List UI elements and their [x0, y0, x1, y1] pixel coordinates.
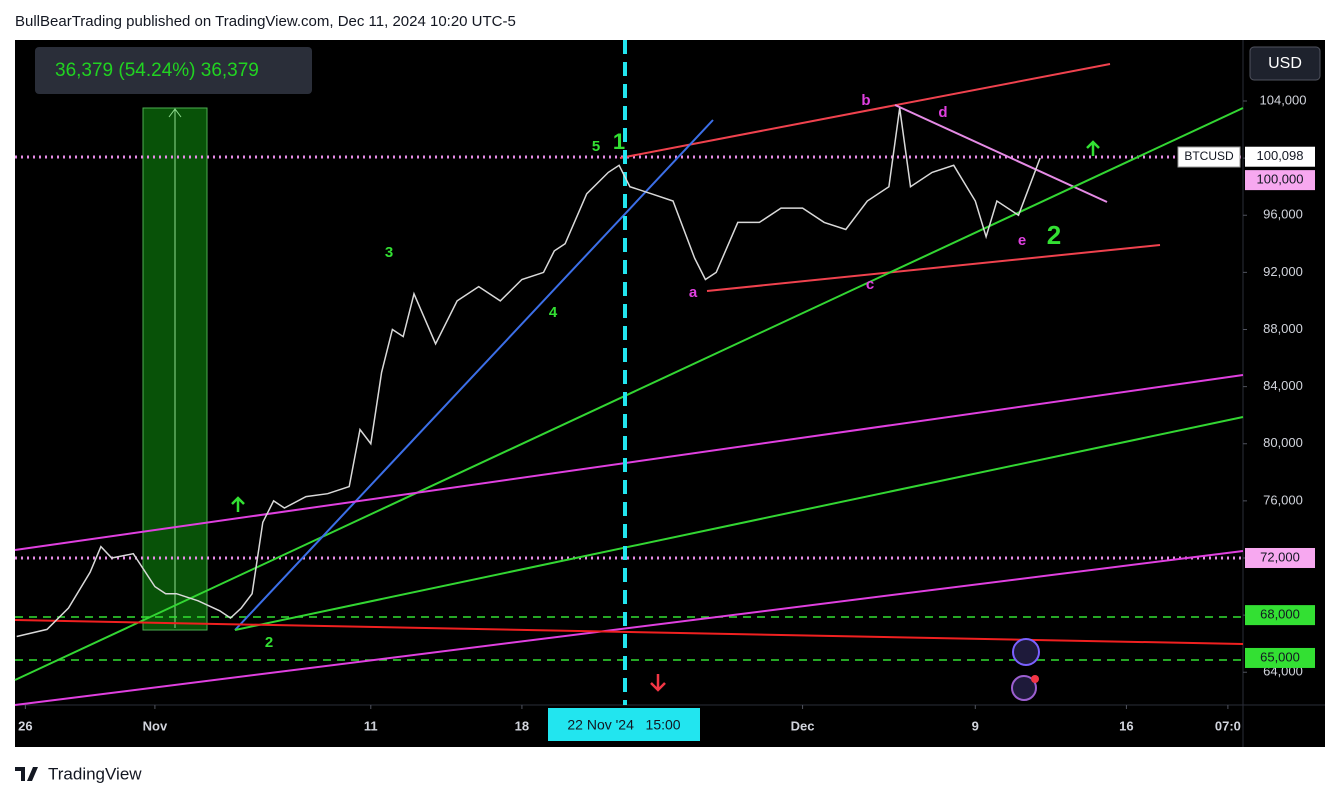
wave-label: b [861, 92, 870, 109]
wave-label: 1 [613, 129, 625, 154]
trendline [14, 107, 1244, 681]
price-label-box [1245, 170, 1315, 191]
trendline [234, 119, 714, 631]
trendline [14, 550, 1244, 706]
arrow-up [1086, 140, 1100, 156]
symbol: BTCUSD [1184, 149, 1234, 163]
logo [15, 767, 38, 781]
x-tick-label: Dec [791, 718, 815, 733]
trendline [234, 416, 1244, 631]
x-tick-label: Nov [143, 718, 168, 733]
icon-badge [1031, 675, 1039, 683]
icon-button[interactable] [1011, 675, 1037, 701]
y-tick-label: 96,000 [1263, 207, 1303, 222]
price-label: 100,000 [1257, 172, 1304, 187]
wave-label: 4 [549, 304, 558, 321]
y-tick-label: 92,000 [1263, 264, 1303, 279]
currency-button[interactable] [1249, 46, 1321, 81]
wave-label: 2 [1047, 220, 1061, 250]
crosshair-label-box [548, 708, 700, 741]
x-tick-label: 26 [18, 718, 32, 733]
wave-label: a [689, 284, 698, 301]
trendline [619, 63, 1111, 159]
x-tick-label: 16 [1119, 718, 1133, 733]
wave-label: d [938, 104, 947, 121]
x-tick-label: 9 [972, 718, 979, 733]
icon-button[interactable] [1012, 638, 1040, 666]
price-label: 68,000 [1260, 607, 1300, 622]
price-label-box [1245, 605, 1315, 626]
arrow-up [231, 496, 245, 512]
y-tick-label: 84,000 [1263, 378, 1303, 393]
measure-arrow-head [168, 108, 182, 118]
price-label: 72,000 [1260, 549, 1300, 564]
y-tick-label: 104,000 [1260, 92, 1307, 107]
price-label-box [1245, 647, 1315, 668]
x-tick-label: 11 [364, 718, 378, 733]
wave-label: e [1018, 232, 1026, 249]
y-tick-label: 80,000 [1263, 435, 1303, 450]
y-tick-label: 76,000 [1263, 492, 1303, 507]
wave-label: 2 [265, 634, 273, 651]
wave-label: 5 [592, 138, 600, 155]
header: BullBearTrading published on TradingView… [15, 13, 516, 30]
price-line [16, 107, 1041, 638]
x-tick-label: 07:0 [1215, 718, 1241, 733]
trendline [706, 244, 1161, 292]
trendline [14, 374, 1244, 551]
price-label-box [1245, 146, 1315, 167]
wave-label: 3 [385, 244, 393, 261]
price-label-box [1245, 547, 1315, 568]
y-tick-label: 88,000 [1263, 321, 1303, 336]
wave-label: c [866, 276, 874, 293]
price-label: 100,098 [1257, 148, 1304, 163]
measure-box [35, 47, 312, 94]
crosshair-label: 22 Nov '24 15:00 [567, 717, 680, 733]
price-label: 65,000 [1260, 649, 1300, 664]
measure-label: 36,379 (54.24%) 36,379 [55, 60, 259, 81]
trendline [894, 104, 1108, 203]
x-tick-label: 18 [515, 718, 529, 733]
currency[interactable]: USD [1268, 55, 1302, 72]
footer: TradingView [48, 764, 142, 783]
symbol-box [1177, 146, 1241, 168]
arrow-down [650, 674, 666, 692]
trendline [14, 619, 1244, 645]
